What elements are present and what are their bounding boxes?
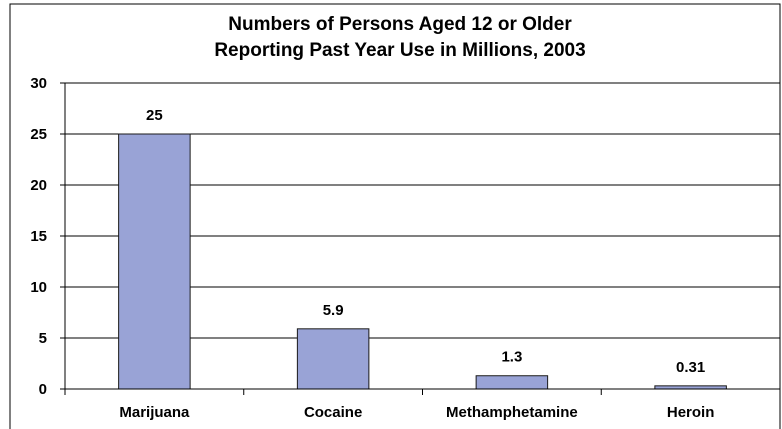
chart-title-line-1: Numbers of Persons Aged 12 or Older (228, 14, 572, 35)
data-labels: 25 5.9 1.3 0.31 (146, 107, 705, 376)
x-category-labels: Marijuana Cocaine Methamphetamine Heroin (119, 404, 714, 421)
x-category-label: Cocaine (304, 404, 362, 421)
data-label-heroin: 0.31 (676, 359, 705, 376)
y-tick-labels: 0 5 10 15 20 25 30 (30, 75, 47, 398)
x-category-label: Methamphetamine (446, 404, 578, 421)
x-category-label: Heroin (667, 404, 715, 421)
y-tick-label: 5 (39, 330, 47, 347)
data-label-marijuana: 25 (146, 107, 163, 124)
bar-marijuana (118, 133, 191, 390)
axes (60, 82, 781, 395)
bar-cocaine (296, 328, 370, 390)
y-tick-label: 10 (30, 279, 47, 296)
bar-methamphetamine (475, 375, 549, 390)
chart-title-line-2: Reporting Past Year Use in Millions, 200… (214, 40, 585, 61)
y-tick-label: 15 (30, 228, 47, 245)
y-tick-label: 0 (39, 381, 47, 398)
x-category-label: Marijuana (119, 404, 190, 421)
y-tick-label: 25 (30, 126, 47, 143)
data-label-methamphetamine: 1.3 (501, 349, 522, 366)
y-tick-label: 30 (30, 75, 47, 92)
data-label-cocaine: 5.9 (323, 302, 344, 319)
y-tick-label: 20 (30, 177, 47, 194)
bars (118, 133, 727, 390)
